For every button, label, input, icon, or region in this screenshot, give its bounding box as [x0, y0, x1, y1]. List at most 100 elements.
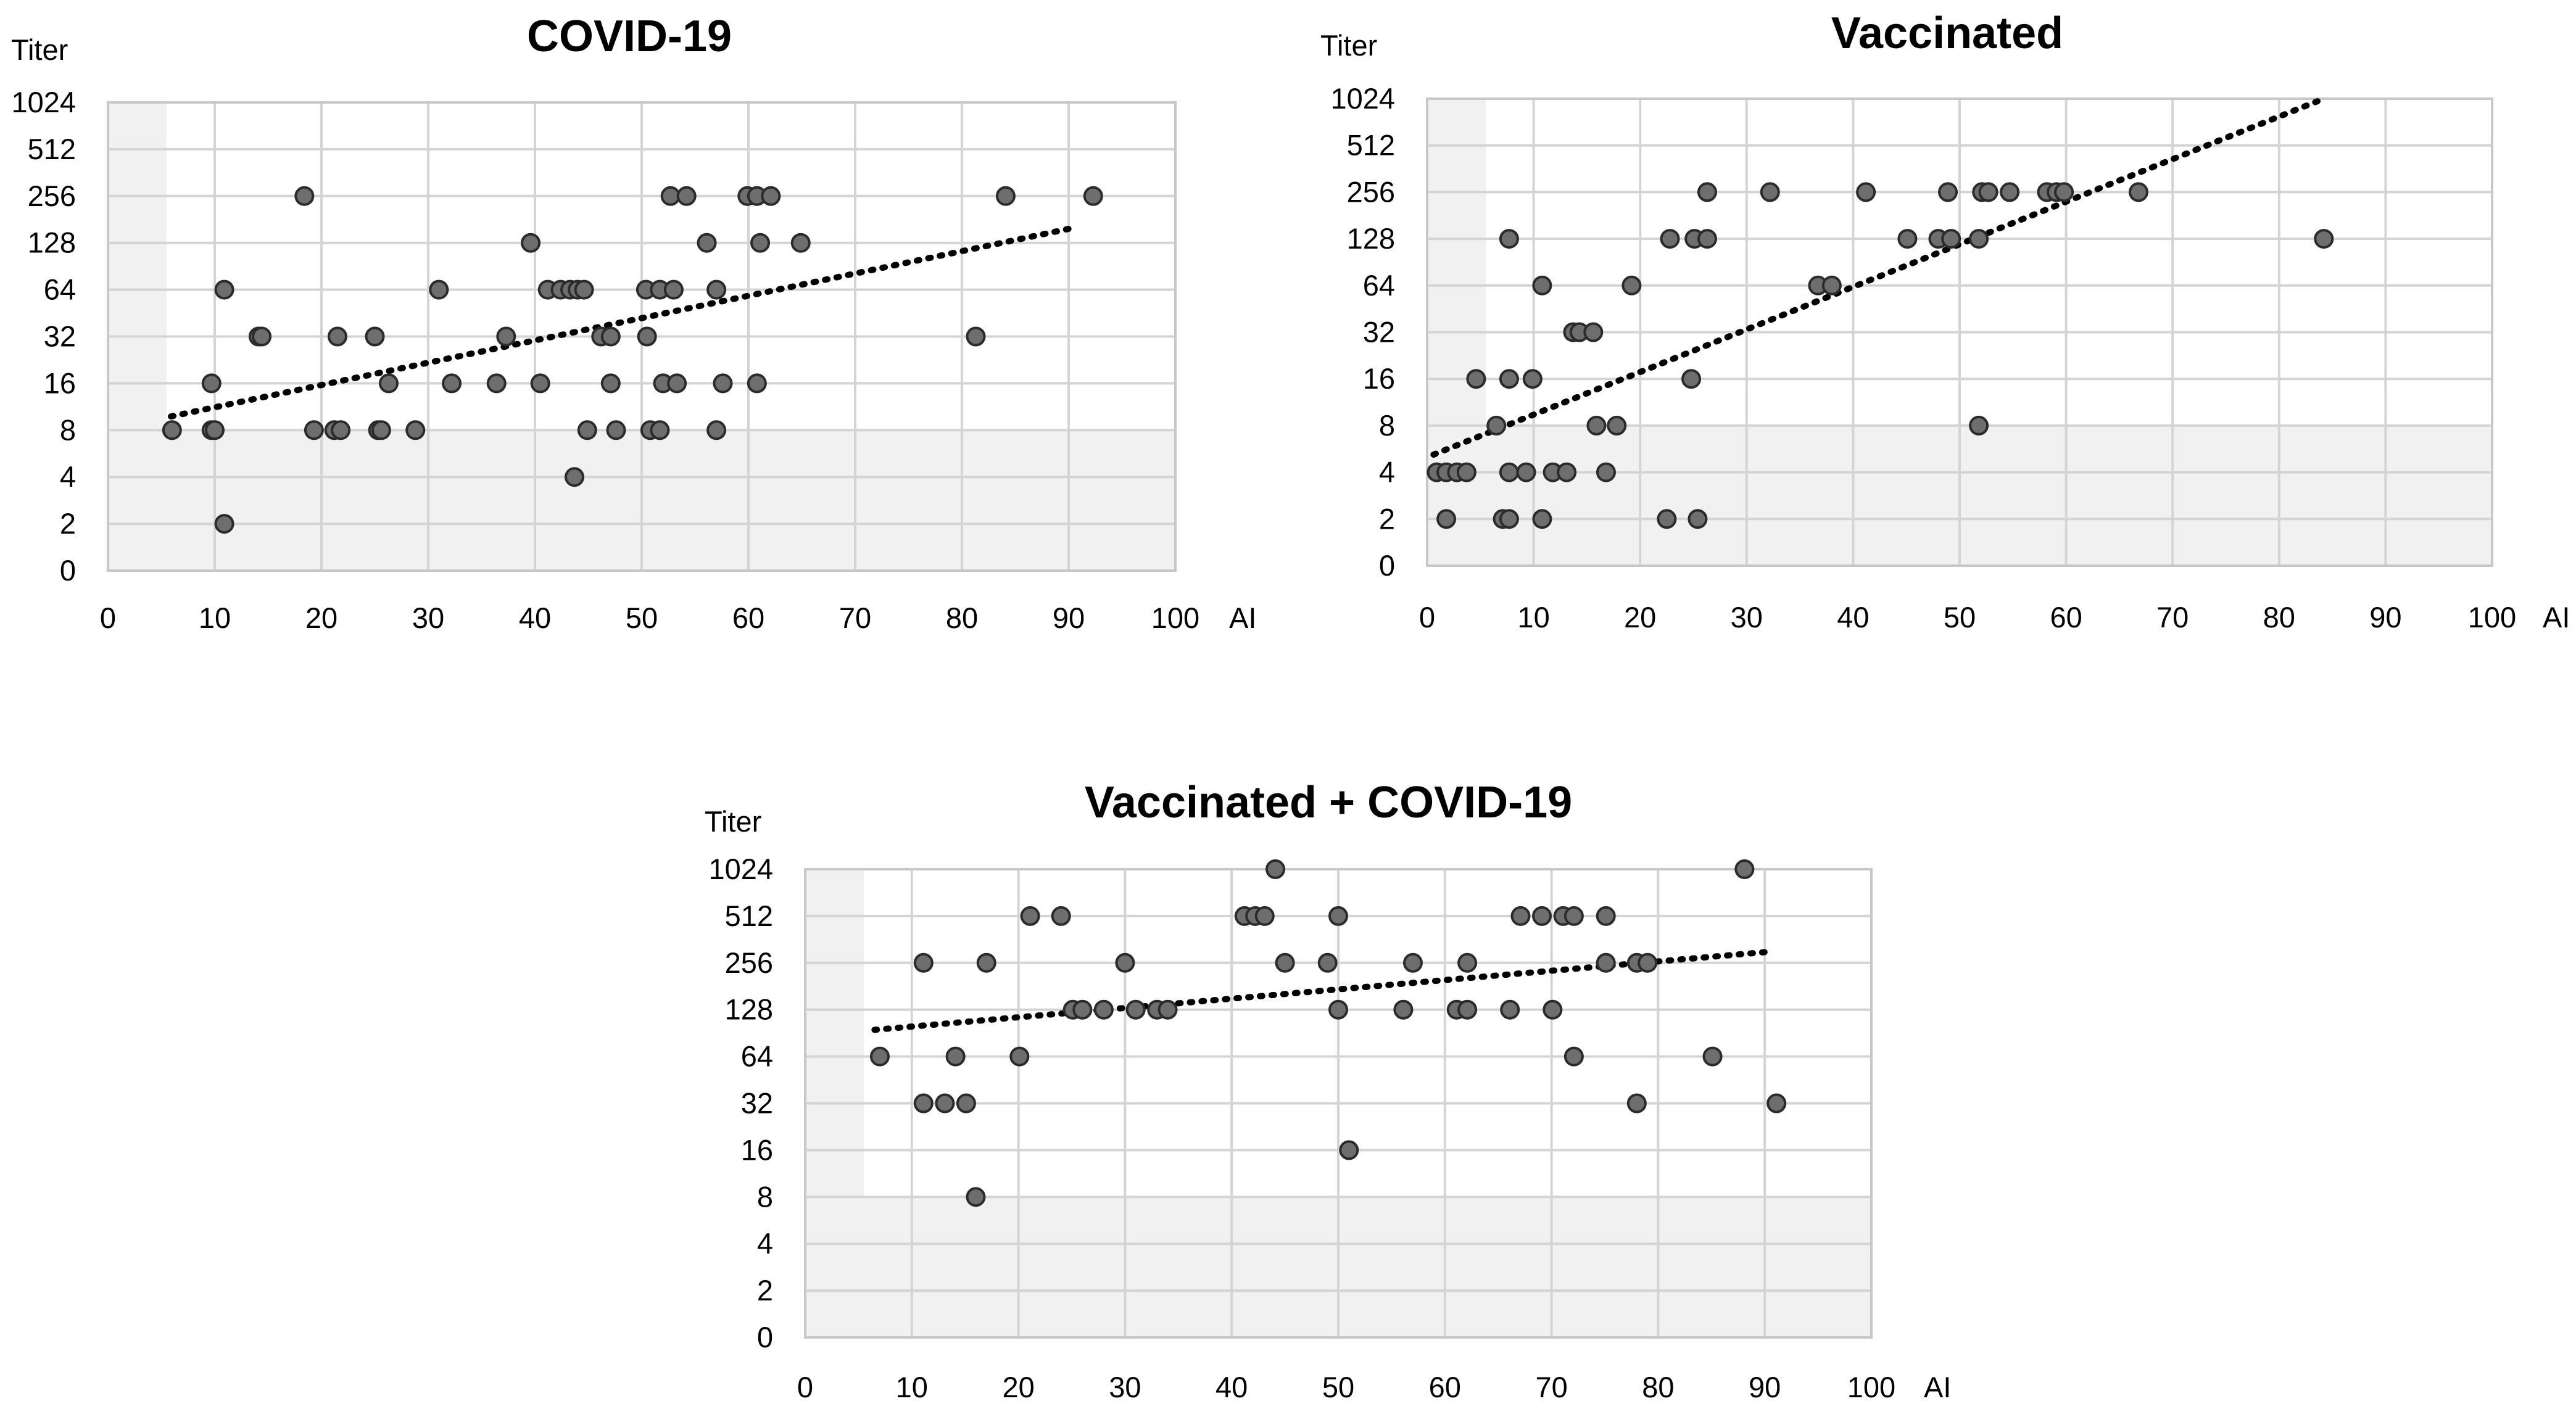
x-tick-label: 40	[1216, 1371, 1248, 1403]
data-point	[294, 186, 315, 206]
data-point	[214, 279, 234, 300]
y-tick-label: 8	[60, 413, 76, 446]
data-point	[496, 326, 516, 347]
x-tick-label: 50	[1322, 1371, 1354, 1403]
data-point	[790, 233, 811, 253]
chart-panel-1: 0 2 4 8 16 32 64 128 256 512 1024 0 10 20 30 40 50 60 70 80…	[11, 12, 1256, 634]
data-point	[660, 186, 681, 206]
y-tick-label: 8	[1379, 409, 1395, 442]
data-point	[1638, 952, 1658, 973]
data-point	[676, 186, 697, 206]
data-point	[1621, 275, 1642, 295]
data-point	[1702, 1046, 1723, 1067]
data-point	[1499, 369, 1519, 389]
x-tick-label: 0	[797, 1371, 813, 1403]
x-axis-label: AI	[1924, 1371, 1951, 1403]
x-tick-label: 80	[2263, 601, 2295, 634]
data-point	[1457, 999, 1478, 1020]
data-point	[713, 373, 733, 394]
x-tick-label: 90	[1053, 601, 1085, 634]
x-tick-label: 50	[1944, 601, 1976, 634]
x-tick-label: 30	[412, 601, 444, 634]
x-tick-label: 60	[1429, 1371, 1461, 1403]
y-tick-label: 0	[60, 554, 76, 587]
data-point	[1657, 509, 1677, 529]
data-point	[913, 952, 934, 973]
data-point	[365, 326, 385, 347]
data-point	[1941, 229, 1961, 249]
data-point	[442, 373, 462, 394]
data-point	[162, 420, 182, 440]
data-point	[667, 373, 687, 394]
data-point	[956, 1093, 976, 1114]
x-tick-label: 0	[100, 601, 116, 634]
x-tick-label: 30	[1109, 1371, 1141, 1403]
data-point	[995, 186, 1016, 206]
y-tick-label: 256	[1347, 175, 1395, 208]
x-tick-label: 0	[1419, 601, 1435, 634]
y-tick-label: 4	[757, 1227, 773, 1260]
data-point	[2314, 229, 2334, 249]
x-tick-label: 100	[1847, 1371, 1895, 1403]
chart-title: COVID-19	[527, 12, 732, 61]
data-point	[600, 373, 621, 394]
y-tick-label: 128	[1347, 222, 1395, 255]
data-point	[1328, 906, 1348, 926]
data-point	[1660, 229, 1680, 249]
y-tick-label: 2	[1379, 502, 1395, 535]
data-point	[945, 1046, 966, 1067]
data-point	[2128, 182, 2148, 202]
data-point	[1734, 859, 1755, 879]
data-point	[304, 420, 324, 440]
data-point	[1583, 322, 1604, 342]
y-tick-label: 16	[741, 1133, 773, 1166]
x-tick-label: 40	[1837, 601, 1869, 634]
x-tick-label: 90	[1749, 1371, 1781, 1403]
x-tick-label: 10	[199, 601, 231, 634]
data-point	[663, 279, 684, 300]
data-point	[913, 1093, 934, 1114]
y-tick-label: 128	[725, 993, 773, 1026]
data-point	[1688, 509, 1708, 529]
plot-frame	[804, 868, 1873, 1339]
trendline	[168, 225, 1073, 420]
plot-frame	[1426, 97, 2493, 567]
data-point	[486, 373, 507, 394]
trendline	[871, 949, 1768, 1033]
data-point	[1563, 906, 1584, 926]
data-point	[429, 279, 449, 300]
data-point	[600, 326, 621, 347]
data-point	[1275, 952, 1295, 973]
y-tick-label: 1024	[708, 853, 773, 885]
data-point	[205, 420, 225, 440]
data-point	[1328, 999, 1348, 1020]
data-point	[1563, 1046, 1584, 1067]
data-point	[565, 467, 585, 487]
data-point	[1532, 275, 1552, 295]
data-point	[1486, 415, 1507, 436]
data-point	[697, 233, 717, 253]
y-tick-label: 256	[28, 180, 76, 212]
x-tick-label: 20	[1624, 601, 1656, 634]
x-tick-label: 20	[305, 601, 338, 634]
data-point	[966, 326, 986, 347]
data-point	[1596, 906, 1616, 926]
data-point	[1020, 906, 1040, 926]
data-point	[1697, 182, 1717, 202]
data-point	[1115, 952, 1135, 973]
x-tick-label: 10	[1517, 601, 1549, 634]
y-tick-label: 128	[28, 226, 76, 259]
y-tick-label: 1024	[11, 86, 76, 118]
chart-title: Vaccinated	[1831, 9, 2063, 58]
data-point	[574, 279, 594, 300]
data-point	[371, 420, 391, 440]
data-point	[1978, 182, 1998, 202]
data-point	[1821, 275, 1842, 295]
data-point	[637, 326, 657, 347]
data-point	[1516, 462, 1536, 482]
data-point	[750, 233, 771, 253]
y-tick-label: 4	[60, 460, 76, 493]
data-point	[1317, 952, 1338, 973]
data-point	[747, 373, 767, 394]
